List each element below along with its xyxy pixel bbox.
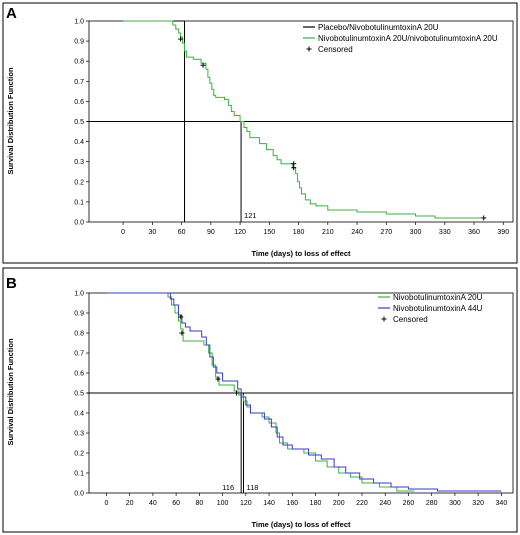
panel-frame — [2, 2, 518, 264]
x-tick-label: 120 — [234, 229, 246, 236]
x-tick-label: 330 — [439, 229, 451, 236]
y-tick-label: 0.4 — [74, 411, 84, 418]
x-tick-label: 60 — [172, 500, 180, 507]
x-tick-label: 210 — [322, 229, 334, 236]
y-tick-label: 0.1 — [74, 471, 84, 478]
x-tick-label: 300 — [410, 229, 422, 236]
legend-label: Censored — [393, 315, 428, 324]
y-tick-label: 0.9 — [74, 311, 84, 318]
median-annotation: 116 — [222, 483, 234, 492]
y-tick-label: 0.5 — [74, 391, 84, 398]
censor-mark — [200, 62, 206, 68]
x-tick-label: 80 — [195, 500, 203, 507]
y-tick-label: 0.2 — [74, 451, 84, 458]
y-tick-label: 1.0 — [74, 291, 84, 298]
x-axis-title: Time (days) to loss of effect — [251, 249, 351, 258]
y-tick-label: 0.3 — [74, 159, 84, 166]
y-axis-title: Survival Distribution Function — [6, 338, 15, 446]
x-tick-label: 30 — [148, 229, 156, 236]
x-tick-label: 100 — [217, 500, 229, 507]
panel-frame — [2, 267, 518, 533]
censor-mark — [291, 165, 297, 171]
censor-mark — [178, 36, 184, 42]
y-tick-label: 0.3 — [74, 431, 84, 438]
censor-mark — [178, 314, 184, 320]
x-tick-label: 260 — [403, 500, 415, 507]
x-tick-label: 220 — [356, 500, 368, 507]
censor-mark — [234, 390, 240, 396]
x-tick-label: 300 — [449, 500, 461, 507]
panel-label: A — [6, 5, 17, 22]
x-tick-label: 90 — [207, 229, 215, 236]
y-tick-label: 0.4 — [74, 139, 84, 146]
y-tick-label: 0.2 — [74, 179, 84, 186]
x-tick-label: 390 — [497, 229, 509, 236]
x-tick-label: 60 — [178, 229, 186, 236]
x-tick-label: 180 — [310, 500, 322, 507]
x-tick-label: 340 — [496, 500, 508, 507]
series-line — [106, 292, 502, 492]
x-tick-label: 120 — [240, 500, 252, 507]
x-tick-label: 40 — [149, 500, 157, 507]
x-tick-label: 180 — [293, 229, 305, 236]
panel-label: B — [6, 275, 17, 292]
y-tick-label: 0.1 — [74, 199, 84, 206]
panel-a: A 0.0 0.1 0.2 0.3 0.4 0.5 0.6 0.7 0.8 0.9 1.0 0 30 60 9… — [2, 2, 518, 264]
y-tick-label: 0.8 — [74, 59, 84, 66]
legend-label: NivobotulinumtoxinA 20U/nivobotulinumtox… — [318, 34, 498, 43]
x-tick-label: 360 — [468, 229, 480, 236]
y-tick-label: 1.0 — [74, 19, 84, 26]
y-tick-label: 0.5 — [74, 119, 84, 126]
y-axis-title: Survival Distribution Function — [6, 67, 15, 175]
y-tick-label: 0.0 — [74, 491, 84, 498]
censor-mark — [481, 215, 487, 221]
censor-mark — [215, 376, 221, 382]
y-tick-label: 0.9 — [74, 39, 84, 46]
legend-label: NivobotulinumtoxinA 44U — [393, 304, 483, 313]
x-tick-label: 150 — [263, 229, 275, 236]
y-tick-label: 0.7 — [74, 79, 84, 86]
y-tick-label: 0.6 — [74, 99, 84, 106]
x-tick-label: 20 — [126, 500, 134, 507]
x-tick-label: 200 — [333, 500, 345, 507]
x-tick-label: 240 — [351, 229, 363, 236]
y-tick-label: 0.0 — [74, 220, 84, 227]
x-tick-label: 160 — [286, 500, 298, 507]
x-tick-label: 0 — [104, 500, 108, 507]
series-line — [123, 20, 484, 219]
series-line — [106, 292, 415, 492]
legend-label: NivobotulinumtoxinA 20U — [393, 293, 483, 302]
legend-censor-mark — [381, 316, 387, 322]
y-tick-label: 0.7 — [74, 351, 84, 358]
legend-censor-mark — [306, 46, 312, 52]
x-tick-label: 140 — [263, 500, 275, 507]
y-tick-label: 0.8 — [74, 331, 84, 338]
y-tick-label: 0.6 — [74, 371, 84, 378]
median-annotation: 121 — [244, 211, 257, 220]
x-tick-label: 270 — [380, 229, 392, 236]
legend-label: Placebo/NivobotulinumtoxinA 20U — [318, 23, 439, 32]
legend-label: Censored — [318, 45, 353, 54]
x-tick-label: 280 — [426, 500, 438, 507]
x-axis-title: Time (days) to loss of effect — [251, 520, 351, 529]
median-annotation: 118 — [246, 483, 258, 492]
censor-mark — [179, 330, 185, 336]
x-tick-label: 320 — [472, 500, 484, 507]
x-tick-label: 0 — [121, 229, 125, 236]
x-tick-label: 240 — [379, 500, 391, 507]
panel-b: B 0.0 0.1 0.2 0.3 0.4 0.5 0.6 0.7 0.8 0.9 1.0 0 20 40 6… — [2, 267, 518, 533]
